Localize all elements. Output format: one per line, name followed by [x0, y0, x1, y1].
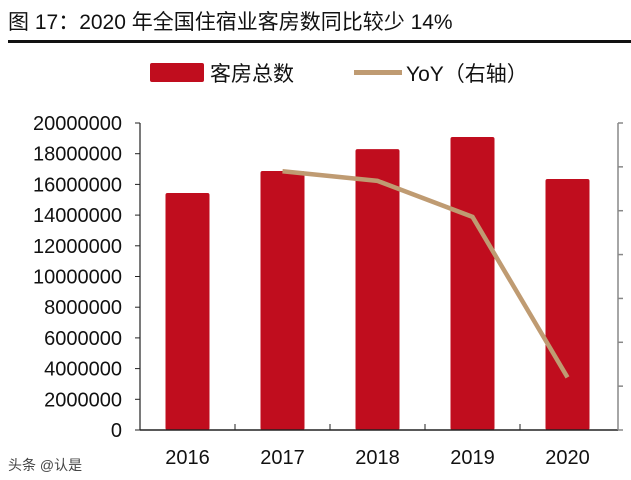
x-tick-label-2019: 2019 [450, 447, 495, 469]
legend-line-swatch [354, 70, 402, 75]
left-tick-label: 12000000 [33, 236, 122, 258]
bar-2018 [355, 149, 400, 430]
x-tick-label-2018: 2018 [355, 447, 400, 469]
left-tick-label: 2000000 [44, 389, 122, 411]
legend-bar-swatch [150, 63, 204, 82]
yoy-line [282, 169, 570, 379]
x-tick-label-2017: 2017 [260, 447, 305, 469]
left-tick-label: 4000000 [44, 359, 122, 381]
bar-2017 [260, 171, 305, 430]
left-tick-label: 8000000 [44, 297, 122, 319]
bar-2020 [545, 179, 590, 430]
left-tick-label: 16000000 [33, 174, 122, 196]
title-divider [8, 40, 631, 43]
left-tick-label: 14000000 [33, 205, 122, 227]
left-tick-label: 18000000 [33, 144, 122, 166]
figure-title: 图 17：2020 年全国住宿业客房数同比较少 14% [8, 11, 453, 34]
watermark: 头条 @认是 [8, 457, 83, 473]
left-tick-label: 20000000 [33, 113, 122, 135]
left-tick-label: 6000000 [44, 328, 122, 350]
x-tick-label-2020: 2020 [545, 447, 590, 469]
left-tick-label: 0 [111, 420, 122, 442]
x-tick-label-2016: 2016 [165, 447, 210, 469]
legend-bar-label: 客房总数 [210, 63, 294, 86]
legend-line-label: YoY（右轴） [406, 63, 528, 86]
left-tick-label: 10000000 [33, 267, 122, 289]
bar-2019 [450, 136, 495, 430]
bar-2016 [165, 192, 210, 430]
